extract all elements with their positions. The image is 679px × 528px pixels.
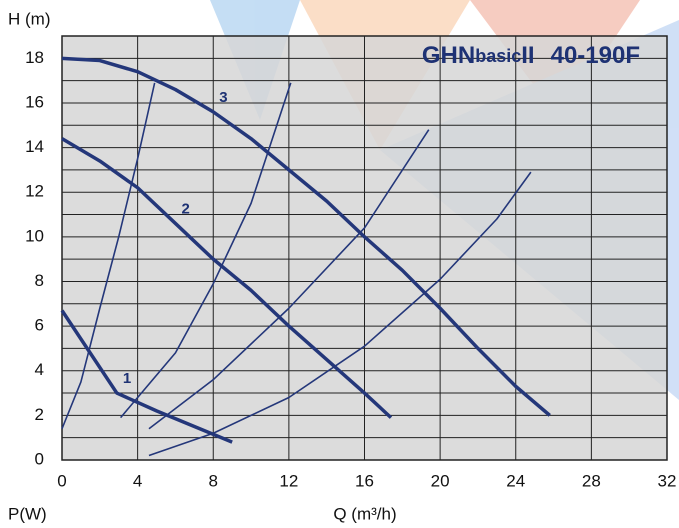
curve-label: 3 [219,89,227,106]
series-line [119,82,292,419]
y-tick-label: 18 [25,48,44,67]
title-part: basic [475,46,521,66]
curve-label: 1 [123,370,131,387]
plot-border [61,35,668,461]
y-tick-label: 14 [25,137,44,156]
series-line [61,56,551,417]
x-tick-label: 20 [431,471,450,490]
y-tick-label: 0 [35,449,44,468]
x-tick-label: 0 [57,471,66,490]
series-line [61,137,393,419]
curve-label: 2 [181,200,189,217]
x-tick-label: 8 [209,471,218,490]
x-tick-label: 24 [506,471,525,490]
x-tick-label: 28 [582,471,601,490]
plot-area [60,35,668,461]
y-tick-label: 8 [35,271,44,290]
title-part: GHN [422,42,475,69]
title-part: II [521,42,534,69]
y-tick-label: 6 [35,316,44,335]
y-tick-label: 2 [35,405,44,424]
series-line [148,171,532,457]
y-tick-label: 16 [25,92,44,111]
series-line [60,309,233,444]
chart-title: GHNbasicII 40-190F [422,42,640,69]
y-tick-label: 10 [25,226,44,245]
series-line [148,129,430,430]
series-line [61,82,156,430]
x-tick-label: 32 [658,471,677,490]
y2-axis-label: P(W) [8,504,47,523]
x-axis-label: Q (m³/h) [333,504,396,523]
y-axis-label: H (m) [8,9,50,28]
y-tick-label: 12 [25,182,44,201]
title-part: 40-190F [551,42,640,69]
x-tick-label: 16 [355,471,374,490]
y-tick-label: 4 [35,360,44,379]
x-tick-label: 12 [279,471,298,490]
x-tick-label: 4 [133,471,142,490]
